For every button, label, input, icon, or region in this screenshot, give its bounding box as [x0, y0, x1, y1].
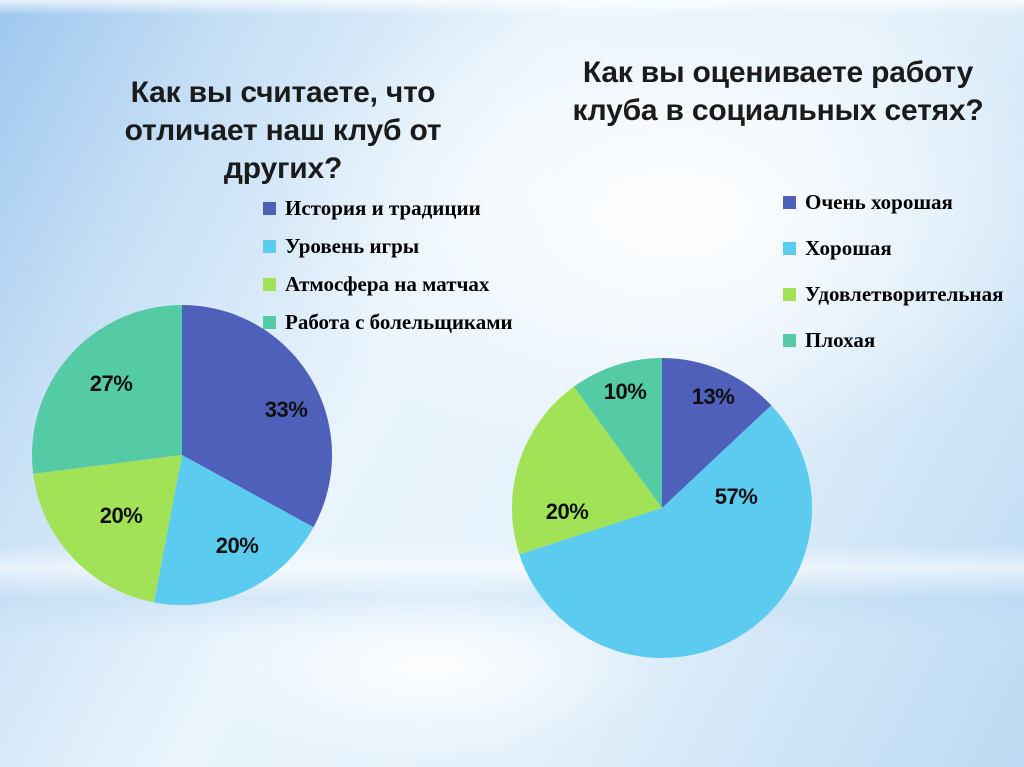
legend-label: Работа с болельщиками — [285, 310, 513, 334]
pie-percentage-label: 20% — [216, 533, 259, 558]
legend-item: Плохая — [783, 328, 1003, 353]
pie-percentage-label: 27% — [90, 371, 133, 396]
pie-slice — [512, 386, 662, 555]
pie-percentage-label: 13% — [692, 384, 735, 409]
pie-percentage-label: 20% — [100, 503, 143, 528]
legend-label: Очень хорошая — [805, 190, 953, 214]
pie-slice — [153, 455, 314, 605]
legend-label: Хорошая — [805, 236, 892, 260]
legend-label: Уровень игры — [285, 234, 420, 258]
legend-swatch — [263, 278, 276, 291]
legend-item: Удовлетворительная — [783, 282, 1003, 307]
legend-swatch — [263, 240, 276, 253]
legend-item: Уровень игры — [263, 234, 513, 259]
legend-swatch — [783, 242, 796, 255]
legend-swatch — [783, 334, 796, 347]
pie-slice — [182, 305, 332, 528]
right-pie-chart: 13% 57% 20% 10% — [512, 358, 812, 658]
legend-swatch — [263, 202, 276, 215]
legend-swatch — [783, 196, 796, 209]
pie-slice — [33, 455, 183, 603]
left-chart-legend: История и традиции Уровень игры Атмосфер… — [263, 196, 513, 348]
pie-percentage-label: 10% — [604, 379, 647, 404]
legend-label: История и традиции — [285, 196, 481, 220]
pie-slice — [32, 305, 182, 474]
legend-label: Атмосфера на матчах — [285, 272, 490, 296]
legend-item: Работа с болельщиками — [263, 310, 513, 335]
legend-label: Плохая — [805, 328, 876, 352]
pie-percentage-label: 20% — [546, 499, 589, 524]
legend-item: Атмосфера на матчах — [263, 272, 513, 297]
legend-item: Очень хорошая — [783, 190, 1003, 215]
left-chart-title: Как вы считаете, что отличает наш клуб о… — [124, 76, 442, 185]
legend-swatch — [263, 316, 276, 329]
pie-slice — [519, 405, 812, 658]
legend-item: Хорошая — [783, 236, 1003, 261]
pie-slice — [573, 358, 662, 508]
legend-label: Удовлетворительная — [805, 282, 1004, 306]
left-pie-chart: 33% 20% 20% 27% — [32, 305, 332, 605]
pie-slice — [662, 358, 772, 508]
right-chart-legend: Очень хорошая Хорошая Удовлетворительная… — [783, 190, 1003, 374]
right-chart-title: Как вы оцениваете работу клуба в социаль… — [572, 56, 984, 127]
pie-percentage-label: 33% — [265, 397, 308, 422]
pie-percentage-label: 57% — [715, 484, 758, 509]
legend-swatch — [783, 288, 796, 301]
legend-item: История и традиции — [263, 196, 513, 221]
